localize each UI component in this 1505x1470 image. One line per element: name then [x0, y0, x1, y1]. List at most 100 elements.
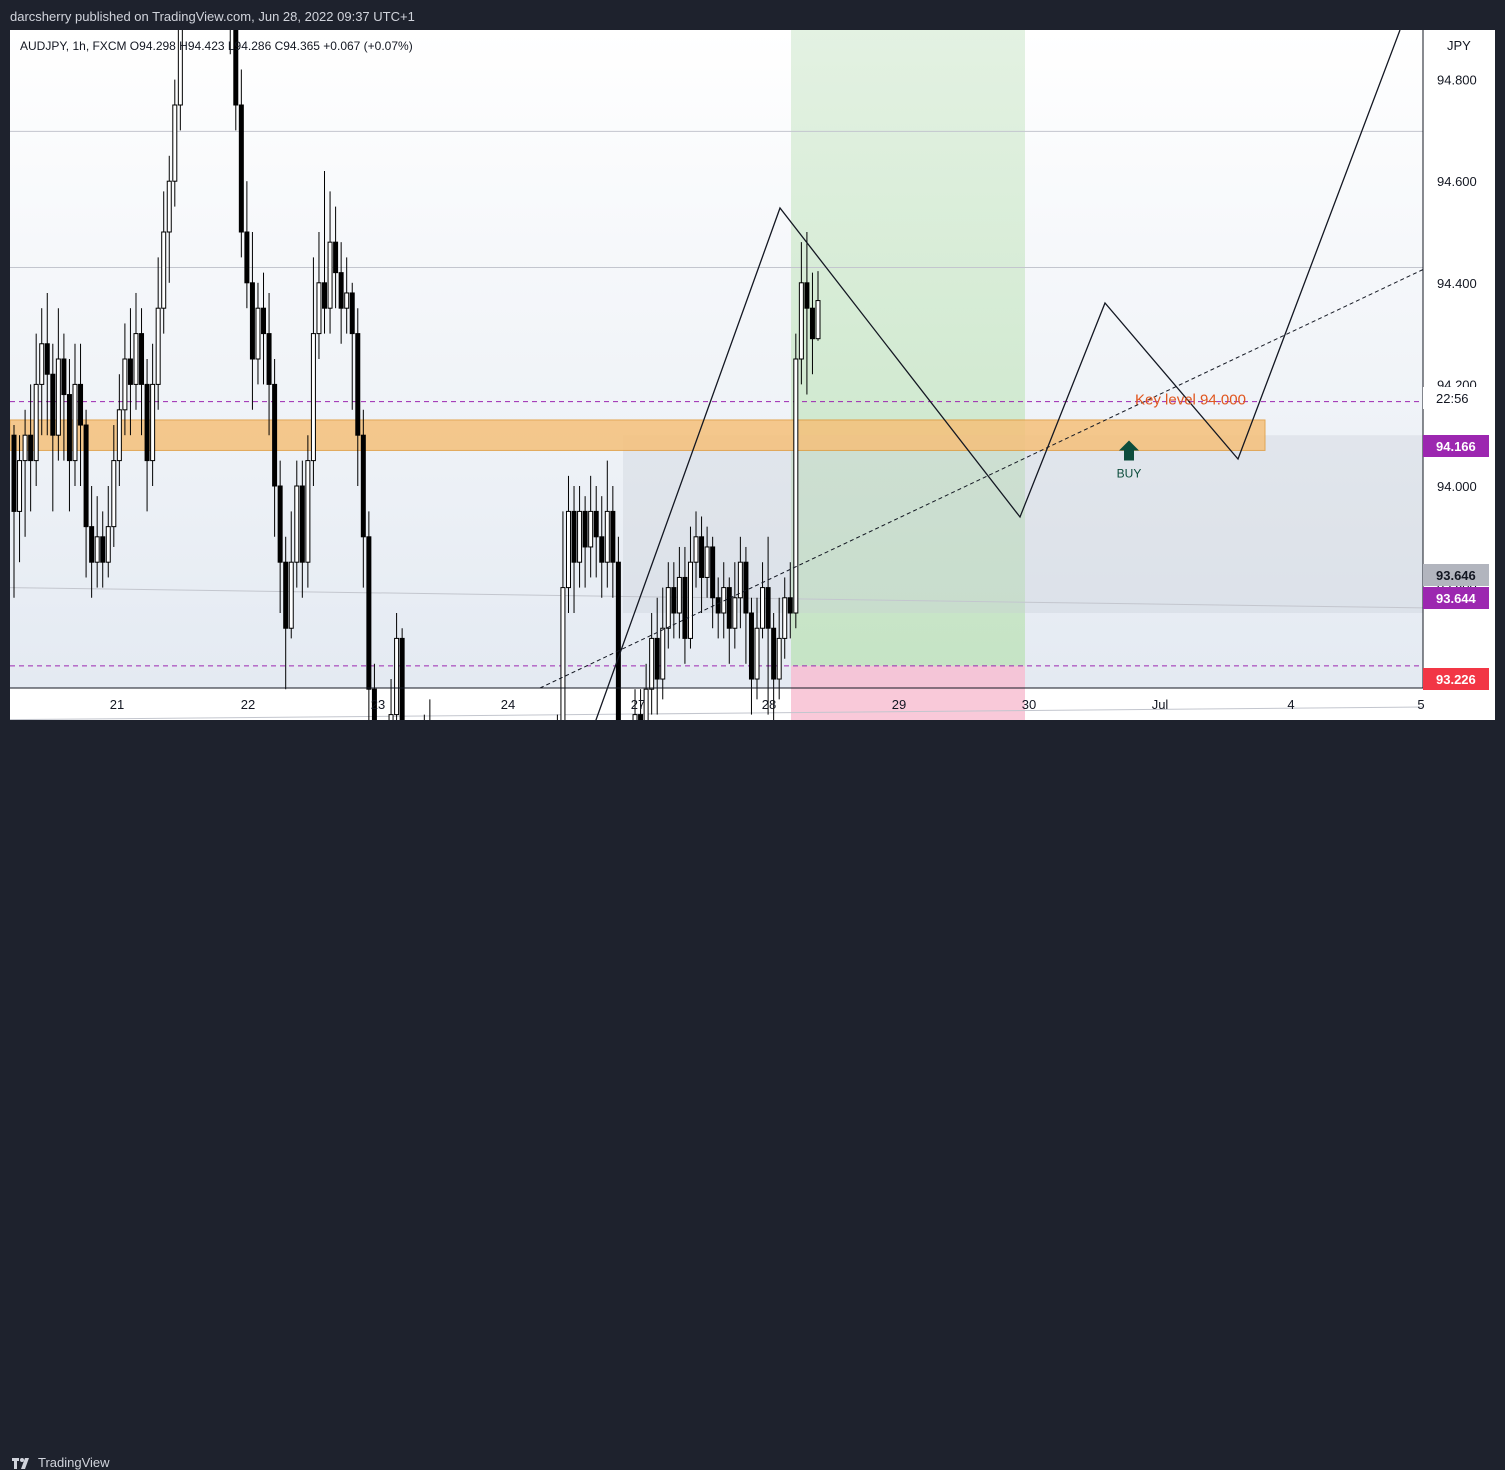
candle [732, 562, 738, 649]
candle-body [100, 536, 106, 563]
candle-body [798, 282, 804, 360]
candle [83, 409, 89, 578]
symbol-legend: AUDJPY, 1h, FXCM O94.298 H94.423 L94.286… [20, 39, 413, 53]
candle-body [238, 104, 244, 233]
time-tick-label: 30 [1022, 697, 1036, 712]
candle [704, 526, 710, 598]
candle-body [89, 526, 95, 563]
candle-body [366, 536, 372, 690]
price-tag-bg [1423, 587, 1489, 609]
candle-body [355, 333, 361, 436]
candle-body [699, 536, 705, 578]
price-tick-label: 94.600 [1437, 174, 1477, 189]
candle-body [804, 282, 810, 309]
candle-body [305, 460, 311, 563]
candle-body [288, 561, 294, 629]
candle-body [776, 637, 782, 680]
candle [105, 486, 111, 578]
candle-body [155, 307, 161, 385]
time-tick-label: 21 [110, 697, 124, 712]
candle [671, 562, 677, 639]
candle [344, 257, 350, 334]
time-tick-label: 4 [1287, 697, 1294, 712]
candle [649, 613, 655, 715]
candle [360, 409, 366, 588]
candle-body [610, 510, 616, 563]
candle [288, 511, 294, 639]
time-tick-label: 22 [241, 697, 255, 712]
price-tag-label: 93.226 [1436, 672, 1476, 687]
candle [299, 460, 305, 598]
candle [809, 272, 815, 375]
chart-area[interactable]: Key level 94.000 BUY AUDJPY, 1h, FXCM O94… [9, 0, 1495, 1198]
candle-body [66, 394, 72, 462]
candle [316, 232, 322, 359]
candle-body [565, 510, 571, 589]
candle-body [399, 637, 405, 766]
candle [615, 536, 621, 969]
candle [771, 613, 777, 740]
candle [89, 486, 95, 598]
candle [233, 0, 239, 131]
candle-body [44, 343, 50, 375]
candle [577, 486, 583, 588]
candle-body [266, 333, 272, 385]
candle [144, 359, 150, 512]
candle-body [394, 637, 400, 716]
time-tick-label: Jul [1152, 697, 1169, 712]
candle-body [582, 510, 588, 548]
candle-body [577, 510, 583, 563]
candle-body [139, 333, 145, 385]
candle [55, 308, 61, 461]
candle-body [28, 434, 34, 462]
candle [710, 536, 716, 629]
candle [166, 155, 172, 283]
candle-body [283, 561, 289, 629]
candle [28, 384, 34, 512]
candle [11, 425, 17, 598]
candle-body [61, 358, 67, 396]
candle [754, 597, 760, 700]
candle-body [133, 333, 139, 385]
candle [349, 282, 355, 410]
candle-body [72, 383, 78, 462]
candle-body [249, 282, 255, 360]
price-tick-label: 94.000 [1437, 479, 1477, 494]
time-tick-label: 27 [631, 697, 645, 712]
candle-body [116, 409, 122, 462]
candle-body [360, 434, 366, 538]
price-axis[interactable] [1423, 30, 1495, 720]
candle [593, 486, 599, 578]
candle [394, 613, 400, 740]
candle-body [654, 637, 660, 680]
plot-background [10, 30, 1423, 688]
candle [427, 699, 433, 842]
candle [665, 562, 671, 649]
candle [798, 242, 804, 385]
candle [765, 536, 771, 715]
range-box [623, 435, 1423, 613]
candle-body [754, 627, 760, 680]
footer: TradingView [0, 720, 1505, 1470]
candle [726, 577, 732, 664]
candle-body [33, 383, 39, 462]
price-chart[interactable]: Key level 94.000 BUY AUDJPY, 1h, FXCM O94… [9, 0, 1495, 1198]
candle [355, 308, 361, 486]
candle [39, 308, 45, 436]
candle [78, 343, 84, 486]
candle-body [693, 536, 699, 563]
candle [244, 181, 250, 309]
candle [327, 191, 333, 334]
price-tag-bg [1423, 564, 1489, 586]
publish-header: darcsherry published on TradingView.com,… [0, 0, 1505, 30]
price-tag-bg [1423, 435, 1489, 457]
candle-body [704, 546, 710, 578]
target-zone [791, 30, 1025, 666]
buy-label: BUY [1117, 466, 1142, 480]
price-tag-label: 94.166 [1436, 439, 1476, 454]
key-level-label: Key level 94.000 [1135, 392, 1246, 409]
tradingview-logo[interactable]: TradingView [12, 1455, 110, 1470]
candle [565, 475, 571, 613]
candle-body [560, 587, 566, 741]
candle [333, 206, 339, 309]
